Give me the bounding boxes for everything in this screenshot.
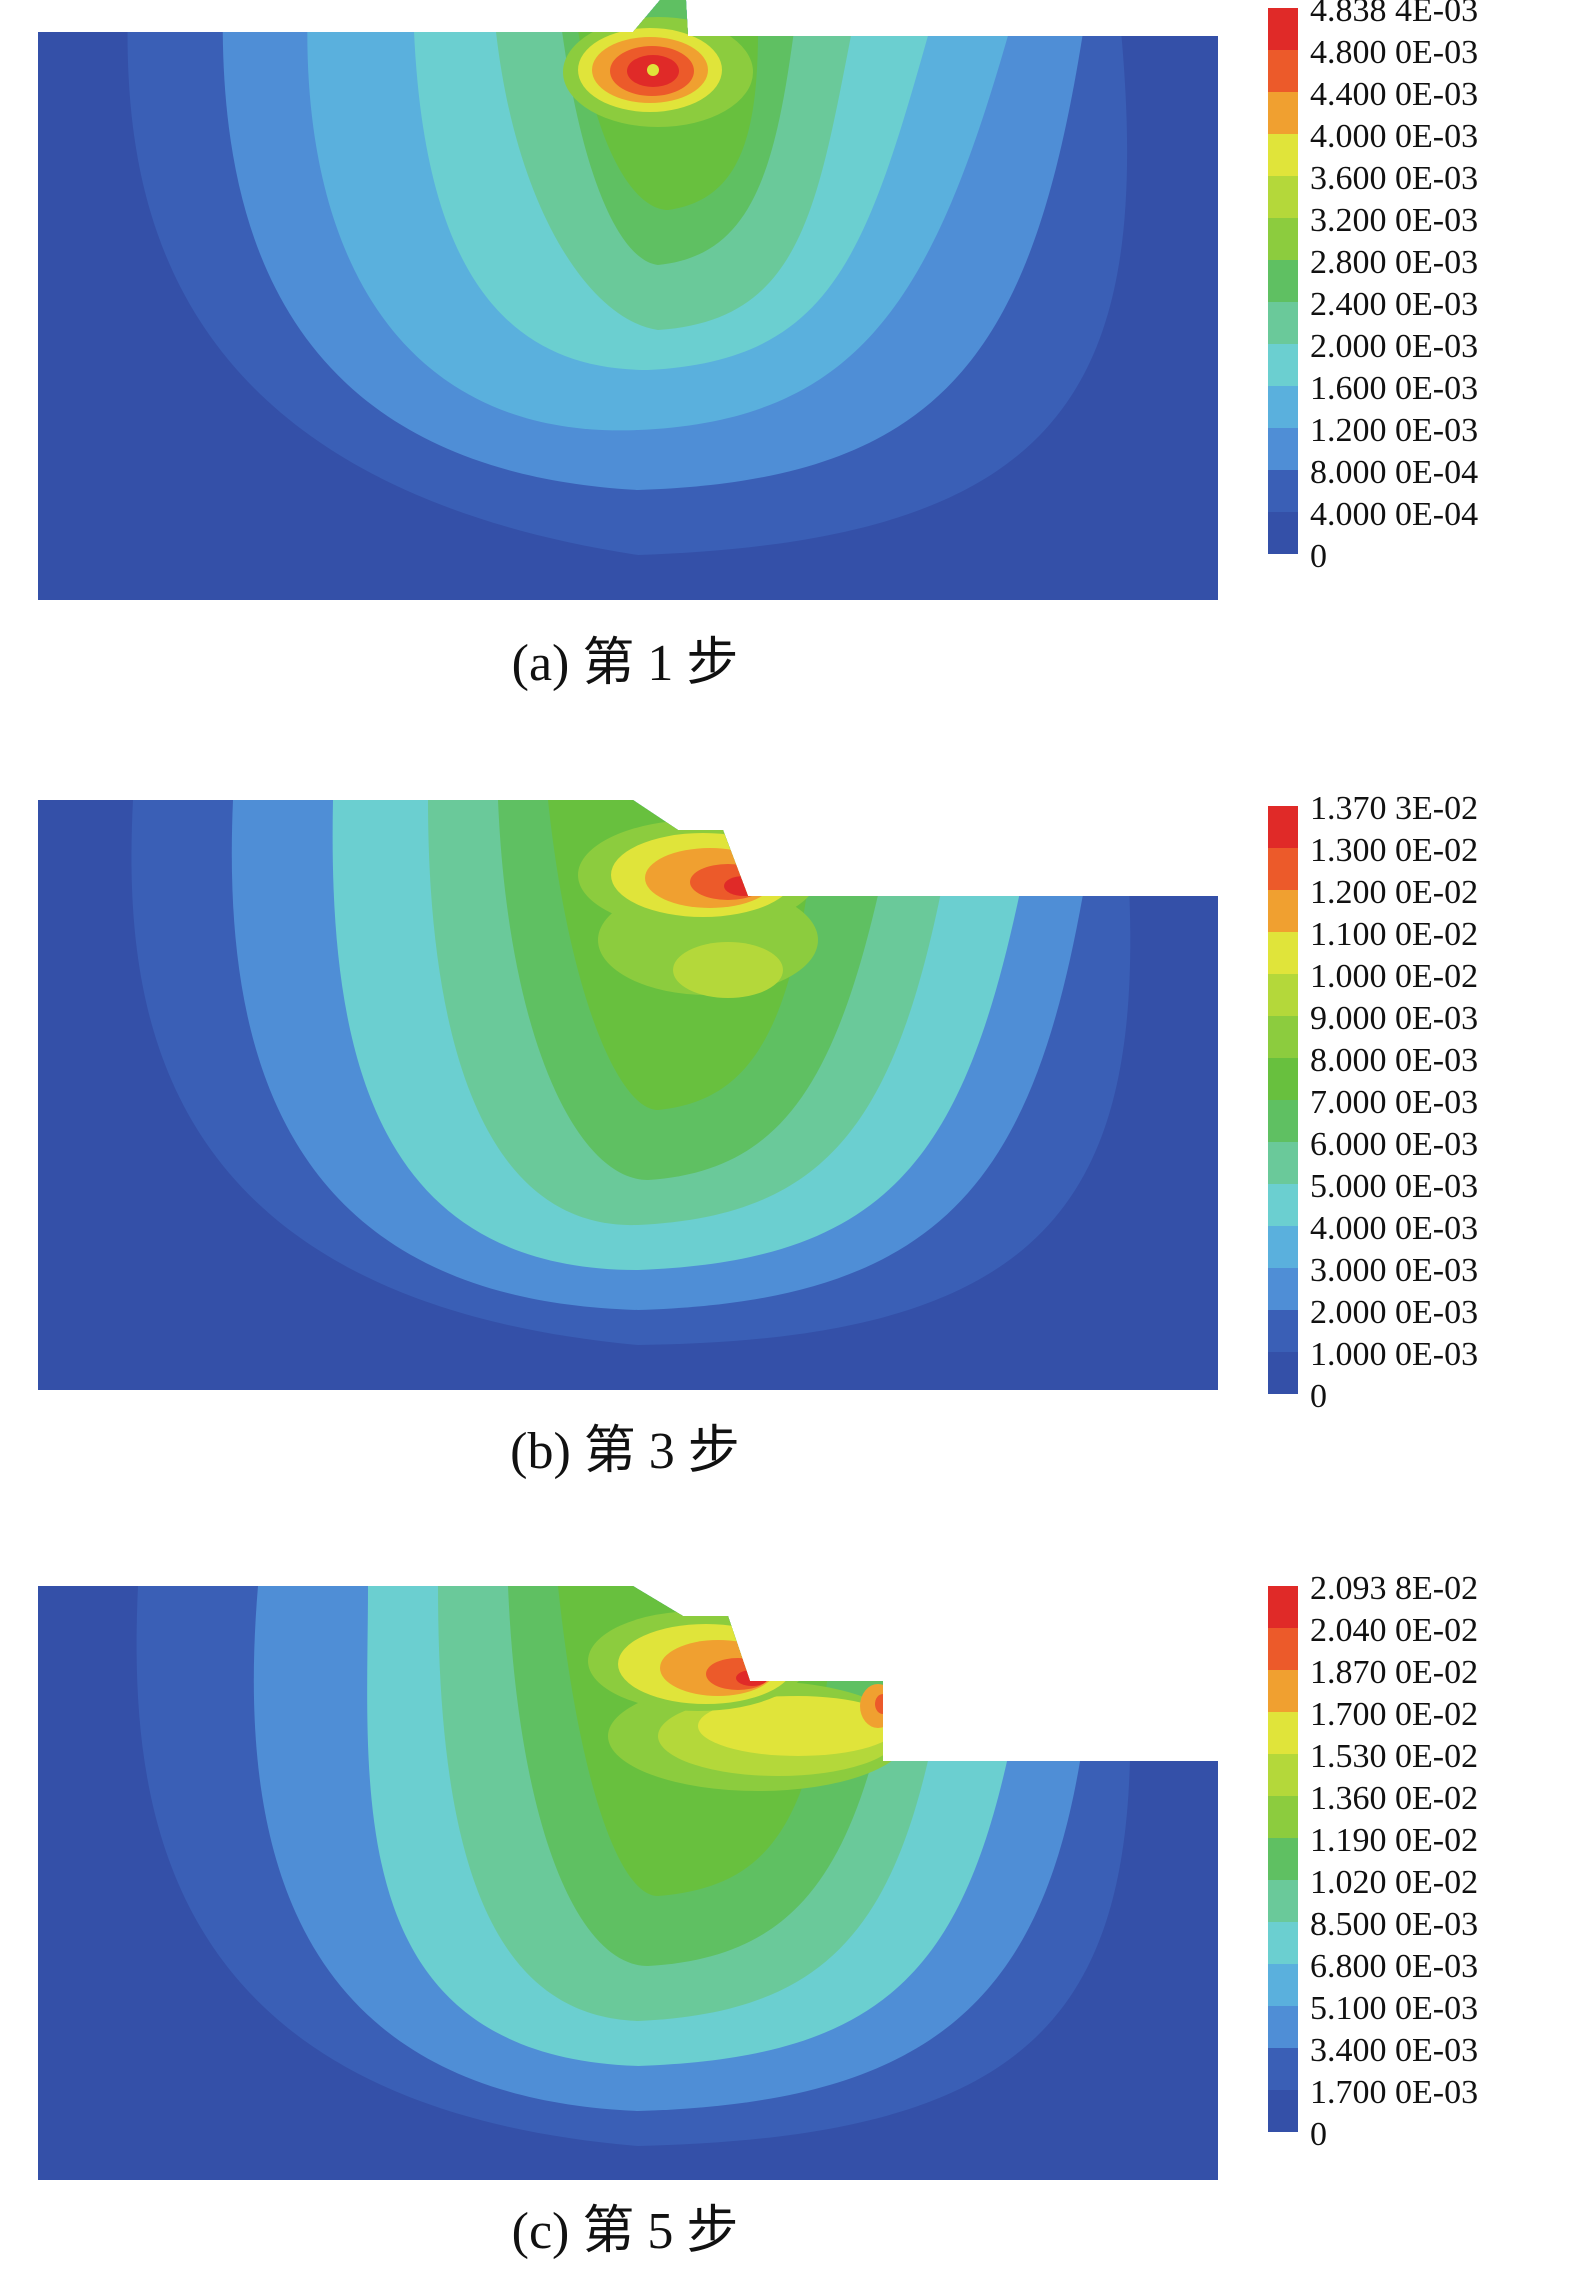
legend-swatch [1268, 1016, 1298, 1058]
legend-swatch [1268, 1310, 1298, 1352]
legend-label: 0 [1310, 1378, 1327, 1415]
legend-label: 0 [1310, 2116, 1327, 2153]
legend-swatch [1268, 806, 1298, 848]
caption-a-text: (a) 第 1 步 [511, 635, 739, 692]
legend-label: 1.530 0E-02 [1310, 1738, 1479, 1775]
legend-label: 2.000 0E-03 [1310, 1294, 1479, 1331]
legend-label: 2.400 0E-03 [1310, 286, 1479, 323]
caption-a: (a) 第 1 步 [0, 620, 1250, 695]
legend-swatch [1268, 2048, 1298, 2090]
legend-label: 3.000 0E-03 [1310, 1252, 1479, 1289]
legend-swatch [1268, 1922, 1298, 1964]
legend-label: 1.360 0E-02 [1310, 1780, 1479, 1817]
contour-plot-a [38, 0, 1218, 600]
legend-label: 5.100 0E-03 [1310, 1990, 1479, 2027]
legend-swatch [1268, 848, 1298, 890]
legend-swatch [1268, 302, 1298, 344]
legend-label: 3.200 0E-03 [1310, 202, 1479, 239]
legend-swatch [1268, 1880, 1298, 1922]
legend-swatch [1268, 1964, 1298, 2006]
legend-swatch [1268, 8, 1298, 50]
legend-swatch [1268, 1058, 1298, 1100]
legend-swatch [1268, 890, 1298, 932]
legend-label: 1.700 0E-03 [1310, 2074, 1479, 2111]
caption-b: (b) 第 3 步 [0, 1408, 1250, 1483]
legend-label: 4.000 0E-03 [1310, 1210, 1479, 1247]
legend-swatch [1268, 1754, 1298, 1796]
legend-label: 1.370 3E-02 [1310, 790, 1479, 827]
legend-swatch [1268, 1712, 1298, 1754]
legend-swatch [1268, 470, 1298, 512]
legend-swatch [1268, 1628, 1298, 1670]
legend-label: 9.000 0E-03 [1310, 1000, 1479, 1037]
legend-swatch [1268, 1586, 1298, 1628]
legend-swatch [1268, 1796, 1298, 1838]
caption-c-text: (c) 第 5 步 [511, 2203, 739, 2260]
legend-swatch [1268, 50, 1298, 92]
legend-swatch [1268, 134, 1298, 176]
legend-label: 1.100 0E-02 [1310, 916, 1479, 953]
legend-swatch [1268, 1184, 1298, 1226]
legend-colorbar-c [1268, 1586, 1298, 2132]
caption-c: (c) 第 5 步 [0, 2188, 1250, 2263]
legend-swatch [1268, 260, 1298, 302]
legend-label: 2.093 8E-02 [1310, 1570, 1479, 1607]
legend-label: 1.020 0E-02 [1310, 1864, 1479, 1901]
legend-swatch [1268, 1100, 1298, 1142]
legend-label: 3.400 0E-03 [1310, 2032, 1479, 2069]
legend-swatch [1268, 1142, 1298, 1184]
legend-label: 1.870 0E-02 [1310, 1654, 1479, 1691]
legend-label: 2.800 0E-03 [1310, 244, 1479, 281]
legend-swatch [1268, 932, 1298, 974]
legend-swatch [1268, 974, 1298, 1016]
legend-label: 6.800 0E-03 [1310, 1948, 1479, 1985]
contour-plot-c [38, 1586, 1218, 2180]
legend-label: 1.200 0E-02 [1310, 874, 1479, 911]
legend-label: 4.000 0E-04 [1310, 496, 1479, 533]
legend-label: 6.000 0E-03 [1310, 1126, 1479, 1163]
legend-label: 2.040 0E-02 [1310, 1612, 1479, 1649]
legend-label: 8.000 0E-04 [1310, 454, 1479, 491]
legend-label: 0 [1310, 538, 1327, 575]
legend-label: 1.190 0E-02 [1310, 1822, 1479, 1859]
legend-swatch [1268, 1268, 1298, 1310]
contour-plot-b [38, 800, 1218, 1390]
panel-b: 1.370 3E-02 1.300 0E-02 1.200 0E-02 1.100 0… [0, 780, 1575, 1500]
panel-a: 4.838 4E-03 4.800 0E-03 4.400 0E-03 4.000 0… [0, 0, 1575, 700]
legend-label: 1.300 0E-02 [1310, 832, 1479, 869]
legend-swatch [1268, 344, 1298, 386]
legend-label: 1.200 0E-03 [1310, 412, 1479, 449]
caption-b-text: (b) 第 3 步 [510, 1423, 740, 1480]
legend-label: 4.000 0E-03 [1310, 118, 1479, 155]
legend-label: 4.800 0E-03 [1310, 34, 1479, 71]
legend-label: 1.600 0E-03 [1310, 370, 1479, 407]
legend-swatch [1268, 2090, 1298, 2132]
legend-label: 1.000 0E-02 [1310, 958, 1479, 995]
legend-label: 4.400 0E-03 [1310, 76, 1479, 113]
legend-label: 8.500 0E-03 [1310, 1906, 1479, 1943]
legend-swatch [1268, 1838, 1298, 1880]
legend-label: 8.000 0E-03 [1310, 1042, 1479, 1079]
legend-colorbar-a [1268, 8, 1298, 554]
legend-swatch [1268, 176, 1298, 218]
legend-swatch [1268, 512, 1298, 554]
legend-label: 2.000 0E-03 [1310, 328, 1479, 365]
legend-label: 3.600 0E-03 [1310, 160, 1479, 197]
legend-swatch [1268, 1352, 1298, 1394]
legend-swatch [1268, 92, 1298, 134]
legend-swatch [1268, 1670, 1298, 1712]
legend-label: 1.000 0E-03 [1310, 1336, 1479, 1373]
legend-label: 5.000 0E-03 [1310, 1168, 1479, 1205]
legend-swatch [1268, 386, 1298, 428]
legend-swatch [1268, 2006, 1298, 2048]
panel-c: 2.093 8E-02 2.040 0E-02 1.870 0E-02 1.700 0… [0, 1560, 1575, 2276]
legend-swatch [1268, 218, 1298, 260]
legend-label: 1.700 0E-02 [1310, 1696, 1479, 1733]
legend-label: 4.838 4E-03 [1310, 0, 1479, 29]
legend-label: 7.000 0E-03 [1310, 1084, 1479, 1121]
legend-colorbar-b [1268, 806, 1298, 1394]
legend-swatch [1268, 1226, 1298, 1268]
legend-swatch [1268, 428, 1298, 470]
